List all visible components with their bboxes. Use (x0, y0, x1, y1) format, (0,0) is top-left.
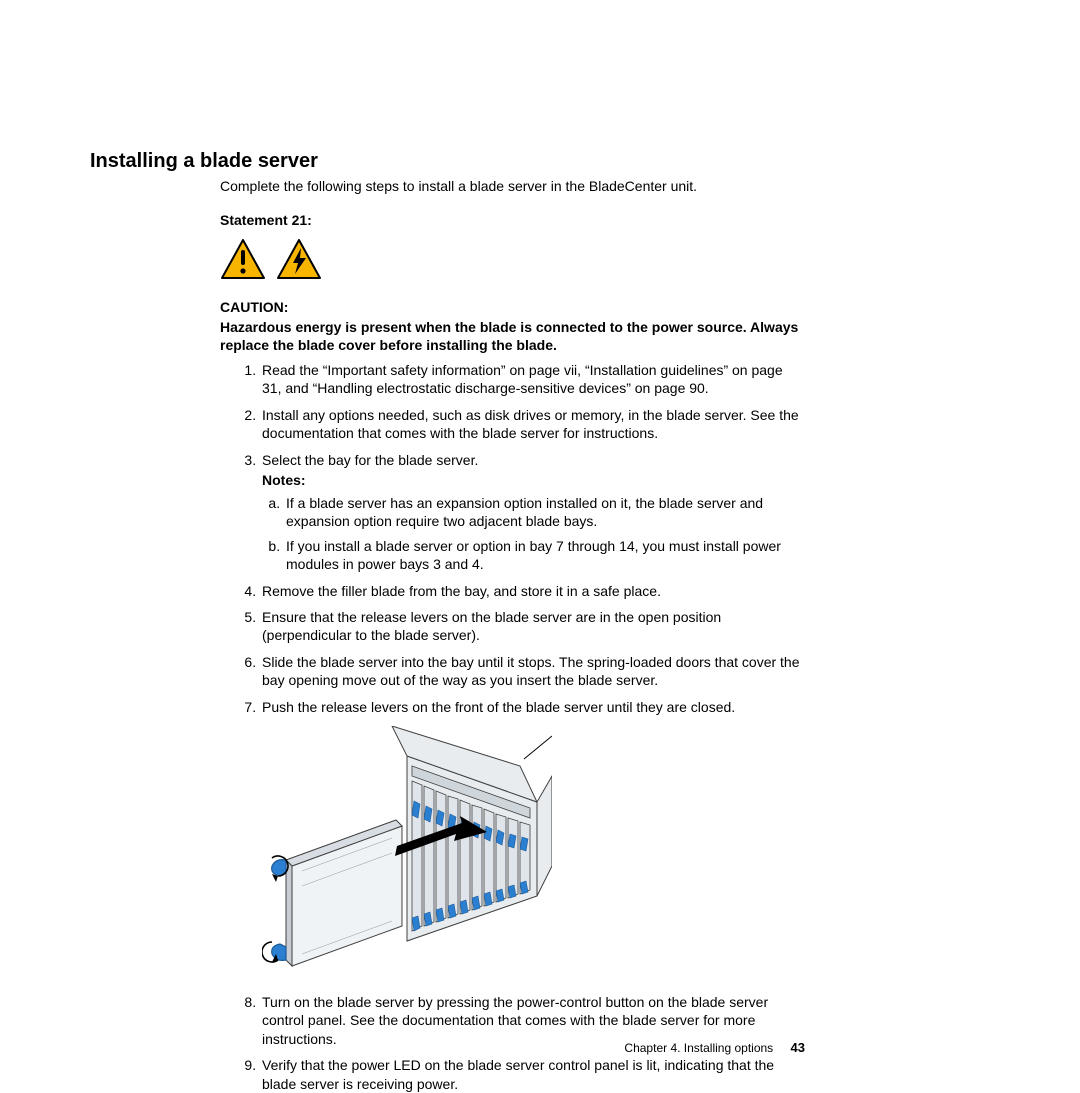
page-number: 43 (791, 1040, 805, 1055)
caution-text: Hazardous energy is present when the bla… (220, 318, 800, 355)
warning-icons (220, 238, 800, 284)
content-column: Complete the following steps to install … (220, 177, 800, 1093)
caution-triangle-icon (220, 238, 266, 280)
note-item: If you install a blade server or option … (284, 537, 800, 574)
footer-chapter: Chapter 4. Installing options (624, 1041, 773, 1055)
step-text: Select the bay for the blade server. (262, 452, 478, 468)
step-item: Read the “Important safety information” … (260, 361, 800, 398)
notes-label: Notes: (262, 471, 800, 489)
page-footer: Chapter 4. Installing options 43 (0, 1040, 1080, 1055)
section-heading: Installing a blade server (90, 150, 990, 173)
step-item: Push the release levers on the front of … (260, 698, 800, 981)
step-item: Slide the blade server into the bay unti… (260, 653, 800, 690)
statement-label: Statement 21: (220, 211, 800, 229)
step-item: Remove the filler blade from the bay, an… (260, 582, 800, 600)
step-text: Push the release levers on the front of … (262, 699, 735, 715)
step-item: Install any options needed, such as disk… (260, 406, 800, 443)
notes-list: If a blade server has an expansion optio… (262, 494, 800, 574)
note-item: If a blade server has an expansion optio… (284, 494, 800, 531)
document-page: Installing a blade server Complete the f… (0, 0, 1080, 1080)
step-item: Select the bay for the blade server. Not… (260, 451, 800, 574)
steps-list: Read the “Important safety information” … (220, 361, 800, 1093)
caution-label: CAUTION: (220, 298, 800, 316)
step-item: Verify that the power LED on the blade s… (260, 1056, 800, 1093)
intro-text: Complete the following steps to install … (220, 177, 800, 195)
install-diagram (262, 726, 800, 980)
hazard-energy-triangle-icon (276, 238, 322, 280)
step-item: Ensure that the release levers on the bl… (260, 608, 800, 645)
